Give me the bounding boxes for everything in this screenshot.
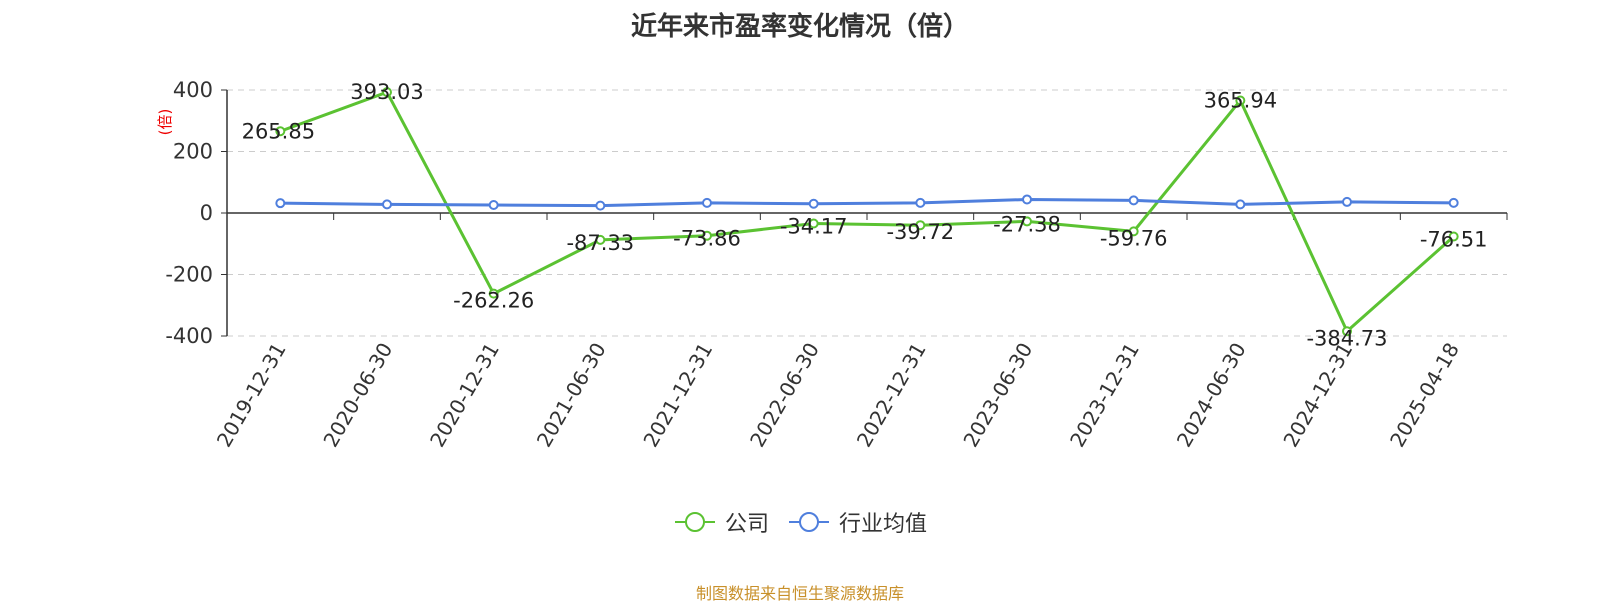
legend-company-icon bbox=[674, 512, 715, 532]
data-label: -27.38 bbox=[993, 212, 1061, 236]
data-point-company bbox=[1342, 326, 1352, 337]
data-label: 365.94 bbox=[1204, 88, 1277, 112]
data-label: -76.51 bbox=[1420, 228, 1488, 252]
data-point-industry bbox=[488, 200, 499, 211]
data-label: -73.86 bbox=[673, 227, 741, 251]
data-point-industry bbox=[1022, 194, 1032, 205]
x-tick-label: 2019-12-31 bbox=[212, 339, 291, 452]
data-label: 265.85 bbox=[242, 119, 315, 143]
data-label: -87.33 bbox=[566, 231, 634, 255]
data-point-company bbox=[595, 234, 606, 245]
x-tick-label: 2022-06-30 bbox=[745, 339, 824, 452]
y-tick-label: 0 bbox=[200, 201, 213, 225]
data-point-company bbox=[1448, 231, 1459, 242]
legend-item-industry[interactable]: 行业均值 bbox=[787, 506, 927, 538]
x-tick-label: 2020-06-30 bbox=[318, 339, 397, 452]
y-axis-label: (倍) bbox=[156, 109, 174, 136]
data-point-industry bbox=[915, 197, 926, 208]
legend-item-company[interactable]: 公司 bbox=[673, 506, 769, 538]
source-note: 制图数据来自恒生聚源数据库 bbox=[695, 584, 904, 603]
series-line-industry bbox=[280, 197, 1454, 208]
x-tick-label: 2021-12-31 bbox=[638, 339, 717, 452]
data-point-industry bbox=[1448, 197, 1459, 208]
y-tick-label: -400 bbox=[165, 324, 213, 348]
x-tick-label: 2024-06-30 bbox=[1172, 339, 1251, 452]
data-label: -384.73 bbox=[1306, 326, 1387, 350]
data-point-company bbox=[275, 126, 286, 137]
data-point-company bbox=[702, 230, 712, 241]
data-label: -34.17 bbox=[780, 215, 848, 239]
legend: 公司 行业均值 bbox=[0, 506, 1600, 538]
legend-label-company: 公司 bbox=[724, 512, 769, 537]
x-tick-label: 2022-12-31 bbox=[852, 339, 931, 452]
data-point-company bbox=[382, 87, 392, 98]
legend-label-industry: 行业均值 bbox=[839, 512, 928, 537]
x-tick-label: 2023-12-31 bbox=[1065, 339, 1144, 452]
data-label: -262.26 bbox=[453, 289, 534, 313]
data-point-industry bbox=[1235, 199, 1246, 210]
x-tick-label: 2021-06-30 bbox=[532, 339, 611, 452]
data-point-company bbox=[1022, 216, 1032, 227]
line-chart: -400 -200 0 200 400 (倍) 2019-12-31 2020-06-30 20… bbox=[156, 78, 1508, 452]
data-point-industry bbox=[1128, 195, 1139, 206]
data-label: 393.03 bbox=[350, 80, 423, 104]
x-tick-label: 2023-06-30 bbox=[958, 339, 1037, 452]
x-tick-label: 2020-12-31 bbox=[425, 339, 504, 452]
data-point-company bbox=[1128, 226, 1139, 237]
y-tick-label: 200 bbox=[173, 140, 213, 164]
data-point-company bbox=[488, 288, 499, 299]
data-point-industry bbox=[595, 200, 606, 211]
data-point-industry bbox=[275, 198, 286, 209]
data-point-company bbox=[1235, 95, 1246, 106]
x-tick-label: 2024-12-31 bbox=[1278, 339, 1357, 452]
data-point-industry bbox=[1342, 196, 1352, 207]
data-point-industry bbox=[808, 198, 819, 209]
data-label: -59.76 bbox=[1100, 226, 1168, 250]
data-point-company bbox=[915, 220, 926, 231]
data-point-company bbox=[808, 218, 819, 229]
data-point-industry bbox=[382, 199, 392, 210]
y-tick-label: 400 bbox=[173, 78, 213, 102]
chart-title: 近年来市盈率变化情况（倍） bbox=[630, 12, 969, 42]
x-tick-label: 2025-04-18 bbox=[1385, 339, 1464, 452]
legend-industry-icon bbox=[789, 512, 829, 532]
data-label: -39.72 bbox=[886, 220, 954, 244]
data-point-industry bbox=[702, 197, 712, 208]
y-tick-label: -200 bbox=[165, 263, 213, 287]
series-line-company bbox=[279, 90, 1455, 333]
